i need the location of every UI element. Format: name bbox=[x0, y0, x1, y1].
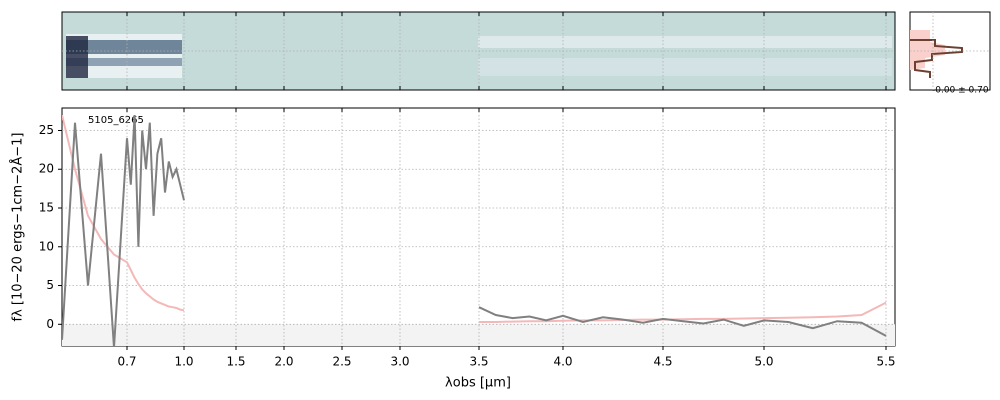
y-axis-label: fλ [10−20 ergs−1cm−2Å−1] bbox=[10, 133, 26, 322]
y-tick-label: 5 bbox=[46, 278, 54, 292]
histogram-inset: -0.00 ± 0.70 bbox=[909, 11, 991, 96]
spectrum-2d bbox=[61, 11, 896, 91]
x-tick-label: 5.0 bbox=[754, 355, 773, 369]
x-tick-label: 3.5 bbox=[469, 355, 488, 369]
spectrum-line bbox=[62, 114, 887, 323]
x-tick-label: 4.0 bbox=[553, 355, 572, 369]
x-tick-label: 3.0 bbox=[390, 355, 409, 369]
x-axis-label: λobs [μm] bbox=[445, 376, 511, 391]
spectrum-line bbox=[62, 114, 887, 346]
y-tick-label: 15 bbox=[39, 201, 54, 215]
inset-label: -0.00 ± 0.70 bbox=[932, 86, 989, 96]
zero-band bbox=[62, 324, 895, 346]
x-tick-label: 2.5 bbox=[332, 355, 351, 369]
y-tick-label: 10 bbox=[39, 239, 54, 253]
y-tick-label: 20 bbox=[39, 162, 54, 176]
y-tick-label: 25 bbox=[39, 123, 54, 137]
x-tick-label: 4.5 bbox=[653, 355, 672, 369]
x-tick-label: 5.5 bbox=[876, 355, 895, 369]
x-tick-label: 0.7 bbox=[117, 355, 136, 369]
x-tick-label: 1.0 bbox=[174, 355, 193, 369]
plot-frame bbox=[61, 107, 896, 347]
x-tick-label: 2.0 bbox=[274, 355, 293, 369]
annotation: 5105_6265 bbox=[88, 115, 144, 126]
x-tick-label: 1.5 bbox=[226, 355, 245, 369]
y-tick-label: 0 bbox=[46, 317, 54, 331]
